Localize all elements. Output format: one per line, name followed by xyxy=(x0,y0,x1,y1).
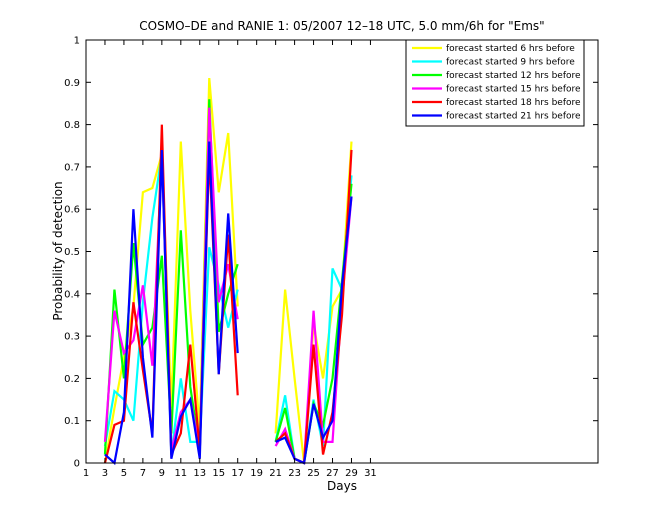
y-tick-label: 0.6 xyxy=(64,205,80,216)
y-tick-label: 0.4 xyxy=(64,289,80,300)
y-axis-title: Probability of detection xyxy=(51,181,65,320)
x-tick-label: 29 xyxy=(345,468,358,479)
x-tick-label: 19 xyxy=(250,468,263,479)
x-tick-label: 1 xyxy=(83,468,89,479)
x-tick-label: 3 xyxy=(102,468,108,479)
x-tick-label: 23 xyxy=(288,468,301,479)
x-tick-label: 25 xyxy=(307,468,320,479)
x-axis-title: Days xyxy=(327,479,357,493)
x-tick-label: 21 xyxy=(269,468,282,479)
y-tick-label: 0 xyxy=(74,459,80,470)
series-layer xyxy=(103,77,353,466)
y-tick-label: 0.7 xyxy=(64,162,80,173)
y-tick-label: 0.9 xyxy=(64,78,80,89)
legend-box xyxy=(405,39,585,127)
x-tick-label: 27 xyxy=(326,468,339,479)
y-tick-label: 0.1 xyxy=(64,416,80,427)
legend-label: forecast started 9 hrs before xyxy=(446,58,575,68)
legend-label: forecast started 12 hrs before xyxy=(446,71,581,81)
tick-layer: 1 3 5 7 9 11 13 15 17 19 21 23 25 27 29 3100.10.20.30.4… xyxy=(64,36,598,479)
y-tick-label: 1 xyxy=(74,36,80,47)
x-tick-label: 13 xyxy=(193,468,206,479)
chart-title: COSMO–DE and RANIE 1: 05/2007 12–18 UTC,… xyxy=(139,19,544,33)
legend-label: forecast started 18 hrs before xyxy=(446,98,581,108)
y-tick-label: 0.3 xyxy=(64,332,80,343)
x-tick-label: 31 xyxy=(364,468,377,479)
x-tick-label: 5 xyxy=(121,468,127,479)
x-tick-label: 17 xyxy=(231,468,244,479)
series-line-6 xyxy=(104,141,353,466)
y-tick-label: 0.8 xyxy=(64,120,80,131)
x-tick-label: 9 xyxy=(159,468,165,479)
y-tick-label: 0.2 xyxy=(64,374,80,385)
legend: forecast started 6 hrs before forecast st… xyxy=(405,39,585,127)
x-tick-label: 15 xyxy=(212,468,225,479)
x-tick-label: 7 xyxy=(140,468,146,479)
x-tick-label: 11 xyxy=(174,468,187,479)
legend-label: forecast started 21 hrs before xyxy=(446,112,581,122)
legend-label: forecast started 6 hrs before xyxy=(446,44,575,54)
legend-label: forecast started 15 hrs before xyxy=(446,85,581,95)
y-tick-label: 0.5 xyxy=(64,247,80,258)
